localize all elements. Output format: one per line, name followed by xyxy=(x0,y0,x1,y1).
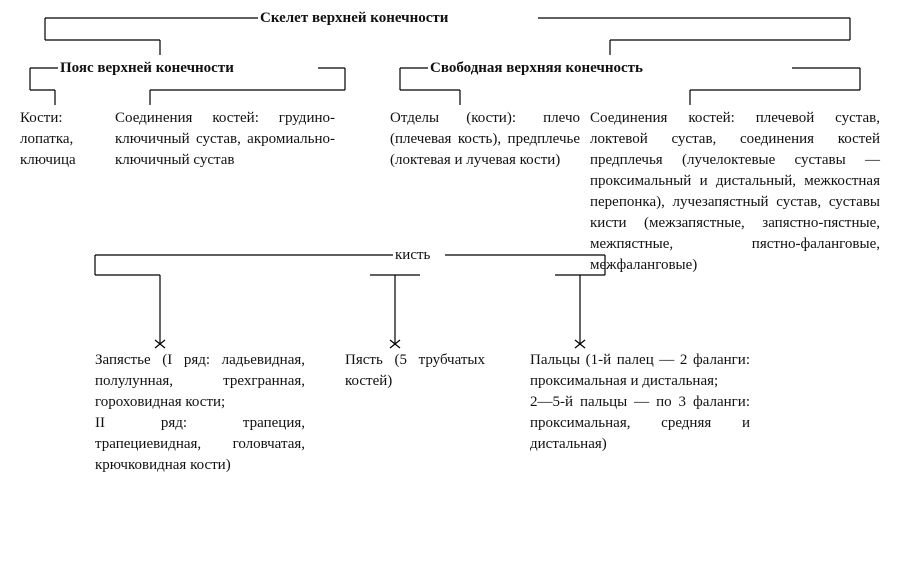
node-root: Скелет верхней конечности xyxy=(260,8,540,29)
node-l2b: Соединения костей: грудино-ключичный сус… xyxy=(115,108,335,171)
node-kist: кисть xyxy=(395,245,475,266)
node-k1: Запястье (I ряд: ладьевидная, полулунная… xyxy=(95,350,305,476)
node-left1: Пояс верхней конечности xyxy=(60,58,340,79)
node-r2a: Отделы (кости): плечо (плечевая кость), … xyxy=(390,108,580,171)
node-k2: Пясть (5 трубчатых костей) xyxy=(345,350,485,392)
node-right1: Свободная верхняя конечность xyxy=(430,58,790,79)
connector-lines xyxy=(0,0,900,572)
node-r2b: Соединения костей: плечевой сустав, локт… xyxy=(590,108,880,276)
node-k3: Пальцы (1-й палец — 2 фаланги: проксимал… xyxy=(530,350,750,455)
node-l2a: Кости: лопатка, ключица xyxy=(20,108,110,171)
